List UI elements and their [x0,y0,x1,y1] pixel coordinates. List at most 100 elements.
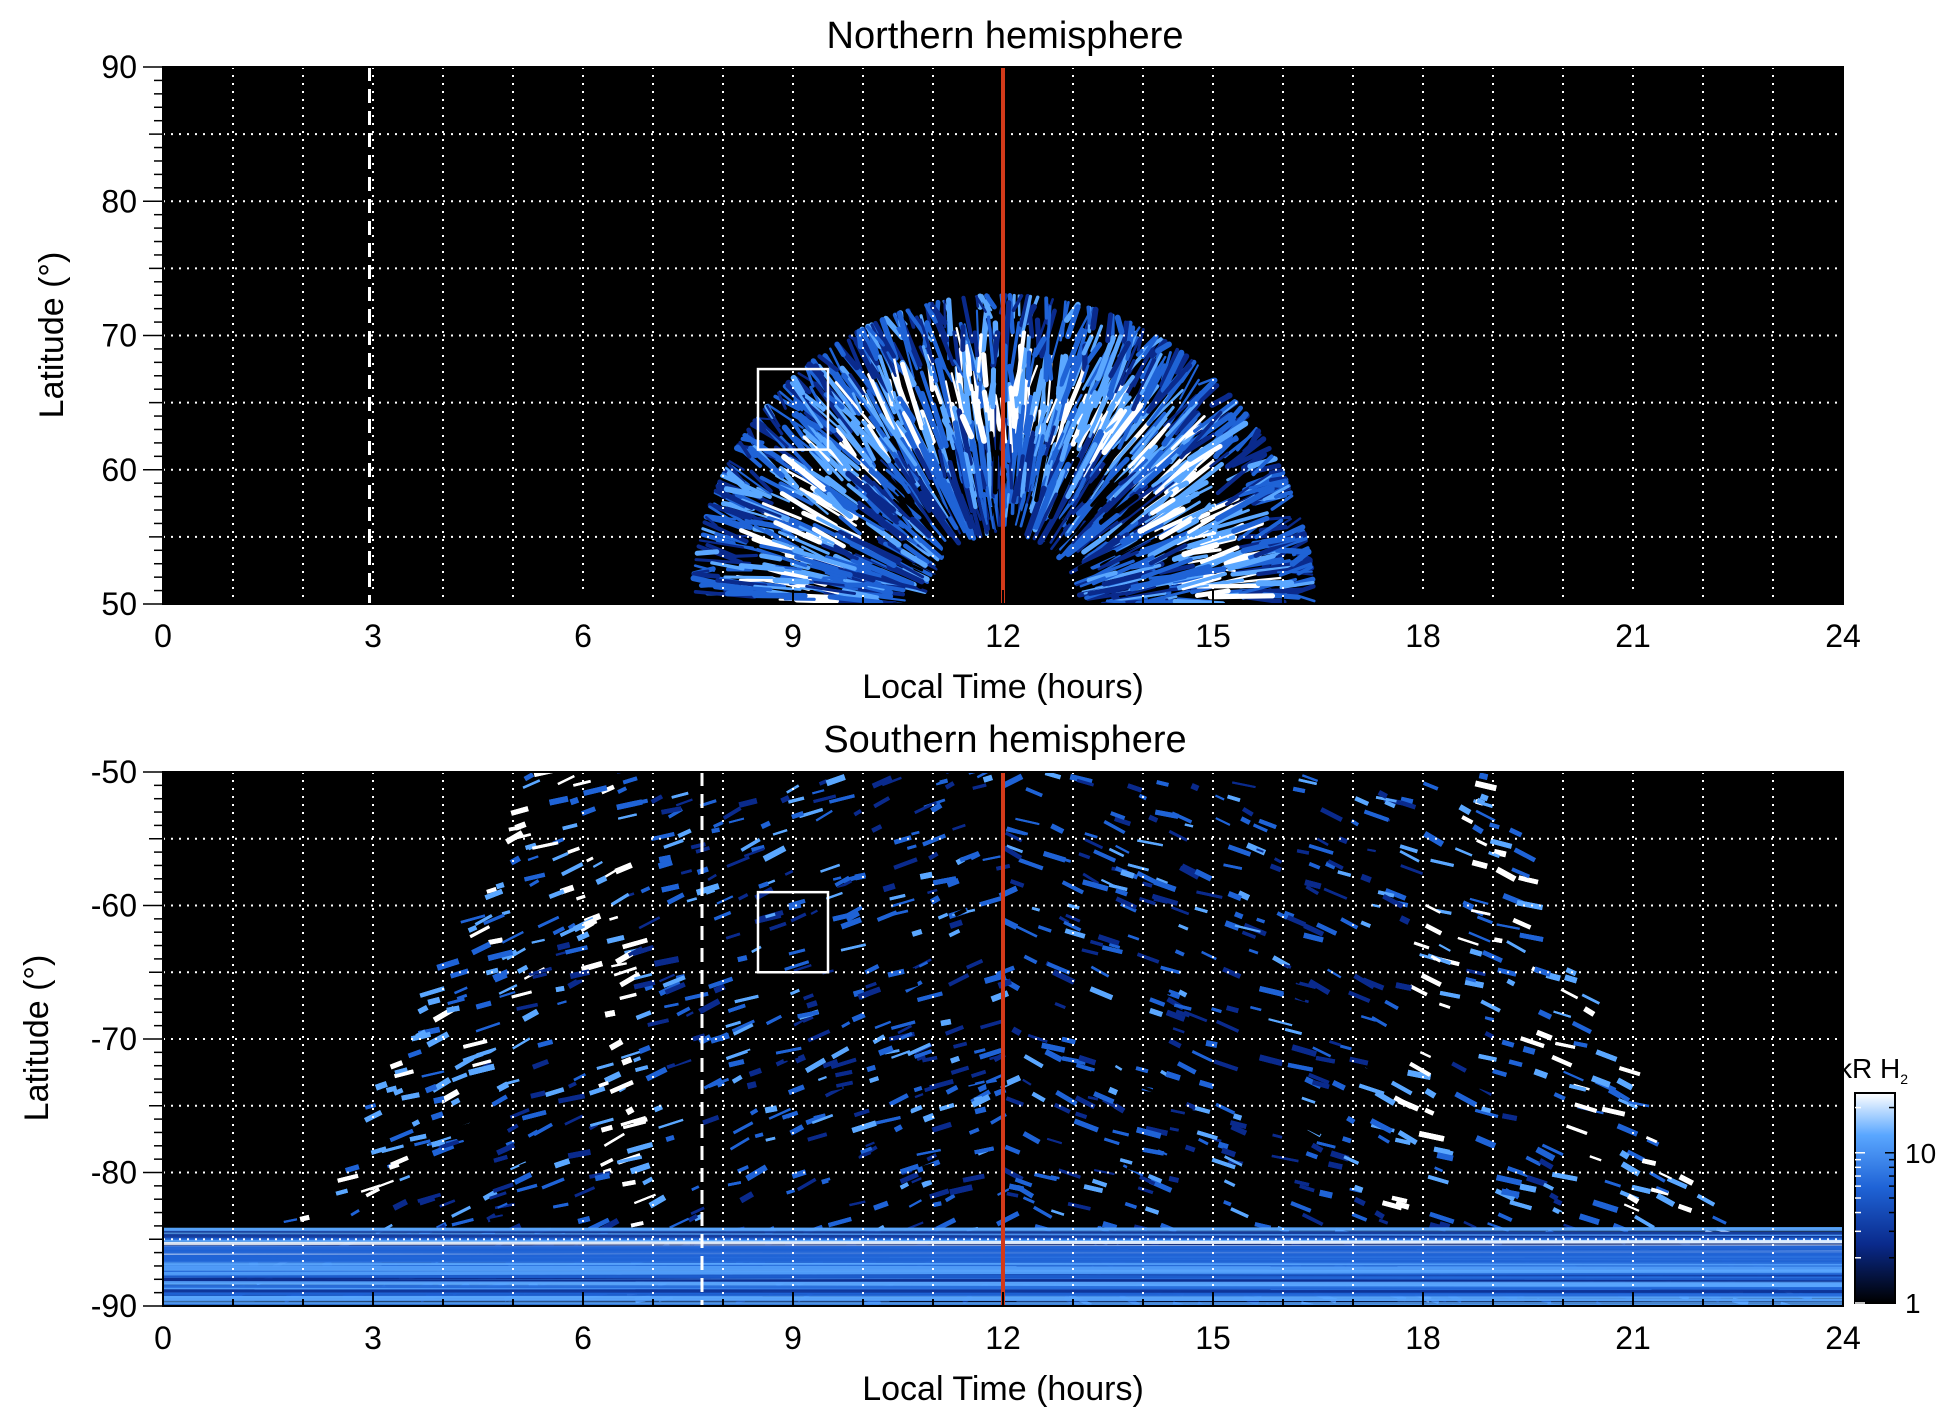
south-emission-streak [1571,1164,1582,1174]
north-y-tick-label: 70 [101,318,137,354]
north-emission-streak [1121,481,1175,524]
south-emission-streak [1145,1126,1168,1136]
north-emission-streak [1088,463,1107,484]
north-emission-streak [702,520,749,544]
south-emission-streak [1326,1037,1347,1046]
north-emission-streak [892,522,918,546]
south-emission-streak [788,948,806,956]
north-emission-streak [1197,377,1215,386]
north-emission-streak [789,418,806,441]
south-emission-streak [1172,970,1193,983]
north-emission-streak [1074,559,1135,586]
south-emission-streak [1256,848,1264,853]
south-emission-streak [1323,887,1348,900]
north-emission-streak [824,571,848,580]
south-emission-streak [1168,1038,1182,1049]
north-emission-streak [1098,493,1139,526]
south-emission-streak [1377,890,1395,898]
south-emission-streak [1436,1152,1454,1162]
south-emission-streak [936,1133,945,1141]
south-emission-streak [644,987,659,998]
south-emission-streak [727,1181,742,1187]
south-emission-streak [835,1069,853,1078]
south-emission-streak [1581,993,1600,1005]
south-emission-streak [552,1202,569,1209]
north-emission-streak [1005,439,1011,463]
south-emission-streak [661,806,682,815]
south-emission-streak [1626,1149,1645,1162]
south-emission-streak [1484,1031,1494,1039]
north-emission-streak [838,441,883,486]
south-emission-streak [1205,1040,1218,1048]
north-emission-streak [799,487,833,507]
south-emission-streak [1424,1088,1437,1099]
south-emission-streak [476,1089,500,1099]
north-emission-streak [792,548,857,571]
south-emission-streak [1384,850,1409,863]
south-emission-streak [663,838,684,849]
south-emission-streak [1044,1049,1063,1063]
north-emission-streak [962,451,978,510]
south-emission-streak [1549,1192,1559,1201]
north-emission-streak [1165,401,1199,437]
south-xlabel: Local Time (hours) [862,1370,1144,1408]
south-emission-streak [1427,1174,1449,1185]
south-emission-streak [828,1178,838,1187]
north-emission-streak [1132,449,1164,485]
south-emission-streak [899,1163,920,1175]
south-emission-streak [972,783,987,790]
north-emission-streak [1269,475,1288,483]
colorbar-label: kR H2 [1838,1053,1908,1087]
north-emission-streak [727,462,772,496]
south-emission-streak [1543,1182,1554,1191]
north-emission-streak [773,394,801,412]
south-emission-streak [1006,844,1023,854]
south-emission-streak [1230,1037,1244,1045]
south-emission-streak [831,1046,850,1060]
south-emission-streak [1011,1026,1022,1036]
north-emission-streak [864,393,891,439]
south-emission-streak [374,1081,388,1091]
south-emission-streak [1311,1079,1330,1090]
south-emission-streak [968,1127,980,1135]
north-emission-streak [779,435,813,471]
north-emission-streak [1130,533,1162,556]
south-emission-streak [634,972,653,981]
south-emission-streak [1296,849,1310,855]
south-emission-streak [779,1060,805,1070]
south-emission-streak [1346,829,1374,842]
south-emission-streak [1430,858,1454,867]
north-emission-streak [1162,516,1193,538]
south-emission-streak [690,1206,705,1216]
south-emission-streak [1240,816,1251,825]
north-emission-streak [825,485,853,508]
north-emission-streak [707,502,753,520]
south-emission-streak [545,1087,565,1098]
south-emission-streak [521,1110,547,1121]
south-emission-streak [782,863,807,871]
south-emission-streak [1304,1124,1322,1136]
south-emission-streak [892,980,919,994]
north-emission-streak [1131,358,1157,412]
north-emission-streak [1231,515,1270,534]
south-emission-streak [949,919,963,929]
north-emission-streak [879,413,918,467]
south-emission-streak [1423,831,1445,847]
south-emission-streak [790,912,807,923]
south-emission-streak [1497,1212,1513,1222]
north-emission-streak [1004,493,1010,518]
north-emission-streak [713,491,746,509]
south-emission-streak [1083,1184,1104,1193]
north-emission-streak [1101,402,1144,456]
south-emission-streak [900,1031,913,1040]
south-emission-streak [767,879,776,885]
south-emission-streak [1360,1014,1377,1022]
south-emission-streak [1001,917,1019,930]
south-emission-streak [1078,1055,1097,1066]
north-emission-streak [1079,576,1106,588]
south-emission-streak [1303,932,1324,943]
south-emission-streak [905,1113,921,1121]
south-emission-streak [433,1096,445,1104]
south-emission-streak [835,1080,854,1088]
south-emission-streak [708,1078,730,1088]
